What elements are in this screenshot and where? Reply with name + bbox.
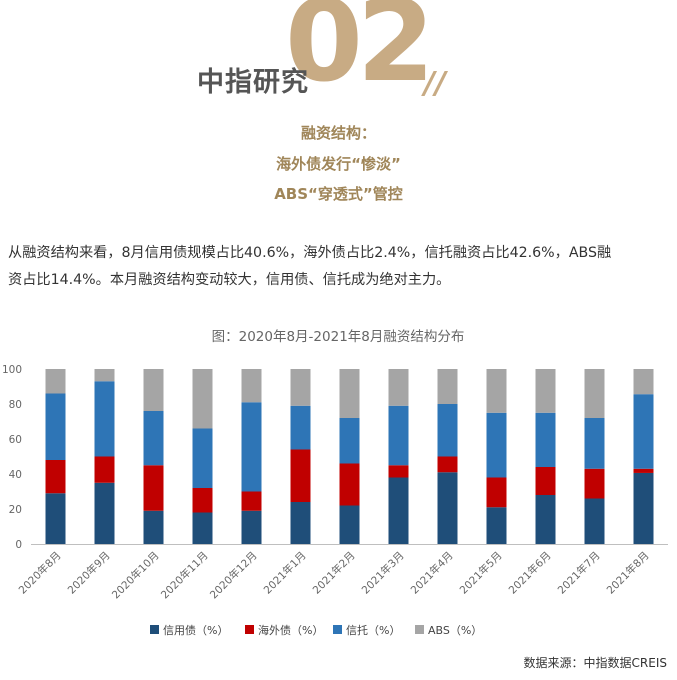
bar-segment-trust: [94, 381, 115, 457]
bar-segment-overseas-bond: [388, 465, 409, 478]
x-tick-label: 2020年10月: [109, 549, 161, 601]
x-tick-label: 2021年4月: [408, 549, 456, 597]
x-tick-label: 2021年3月: [359, 549, 407, 597]
bar-segment-abs: [192, 369, 213, 429]
bar-segment-abs: [486, 369, 507, 413]
brand-title: 中指研究: [197, 67, 309, 98]
bar-segment-trust: [388, 405, 409, 466]
bar-segment-trust: [339, 418, 360, 464]
bar-segment-overseas-bond: [45, 460, 66, 494]
bar-segment-abs: [388, 369, 409, 406]
x-tick-label: 2020年12月: [207, 549, 259, 601]
legend-label: 信托（%）: [346, 623, 400, 637]
y-tick-label: 80: [9, 399, 22, 411]
bar-segment-trust: [535, 412, 556, 467]
bar-segment-trust: [633, 394, 654, 469]
legend-swatch: [415, 625, 424, 634]
x-tick-label: 2020年8月: [16, 549, 64, 597]
bar-segment-credit-bond: [192, 512, 213, 544]
bar-segment-overseas-bond: [192, 488, 213, 513]
bar-segment-overseas-bond: [290, 449, 311, 502]
bar-segment-credit-bond: [339, 505, 360, 544]
bar-segment-credit-bond: [290, 502, 311, 544]
bar-segment-overseas-bond: [437, 456, 458, 473]
bar-segment-credit-bond: [437, 472, 458, 544]
legend-label: 海外债（%）: [258, 623, 323, 637]
bar-segment-overseas-bond: [633, 468, 654, 473]
bar-segment-credit-bond: [45, 493, 66, 544]
bar-segment-credit-bond: [94, 482, 115, 544]
legend-swatch: [333, 625, 342, 634]
summary-line-2: 资占比14.4%。本月融资结构变动较大，信用债、信托成为绝对主力。: [8, 272, 451, 288]
slash-mark-icon: //: [424, 66, 446, 101]
bar-segment-credit-bond: [584, 498, 605, 544]
bar-segment-abs: [94, 369, 115, 382]
y-tick-label: 100: [2, 364, 22, 376]
bar-segment-trust: [241, 402, 262, 492]
bar-segment-overseas-bond: [143, 465, 164, 511]
summary-paragraph: 从融资结构来看，8月信用债规模占比40.6%，海外债占比2.4%，信托融资占比4…: [8, 240, 670, 294]
x-tick-label: 2021年2月: [310, 549, 358, 597]
y-tick-label: 20: [9, 504, 22, 516]
bar-segment-trust: [486, 412, 507, 478]
legend-label: ABS（%）: [428, 624, 482, 637]
bar-segment-trust: [290, 405, 311, 450]
bar-segment-abs: [290, 369, 311, 406]
legend-label: 信用债（%）: [163, 623, 228, 637]
bar-segment-abs: [437, 369, 458, 404]
y-tick-label: 0: [15, 539, 22, 551]
data-source: 数据来源：中指数据CREIS: [523, 656, 667, 670]
x-tick-label: 2020年9月: [65, 549, 113, 597]
bar-segment-abs: [241, 369, 262, 403]
bar-segment-overseas-bond: [584, 468, 605, 499]
legend-swatch: [245, 625, 254, 634]
bar-segment-abs: [143, 369, 164, 411]
subtitle-line-1: 融资结构：: [300, 124, 376, 142]
bar-segment-trust: [45, 393, 66, 460]
bar-segment-overseas-bond: [94, 456, 115, 483]
bar-segment-abs: [45, 369, 66, 394]
chart-title: 图：2020年8月-2021年8月融资结构分布: [212, 329, 465, 345]
bar-segment-overseas-bond: [535, 467, 556, 495]
x-tick-label: 2021年1月: [261, 549, 309, 597]
y-tick-label: 40: [9, 469, 22, 481]
bar-segment-credit-bond: [143, 510, 164, 544]
bar-segment-abs: [633, 369, 654, 395]
summary-line-1: 从融资结构来看，8月信用债规模占比40.6%，海外债占比2.4%，信托融资占比4…: [8, 245, 612, 261]
bar-segment-trust: [584, 418, 605, 469]
y-tick-label: 60: [9, 434, 22, 446]
bar-segment-overseas-bond: [339, 463, 360, 506]
bar-segment-credit-bond: [388, 477, 409, 544]
bar-segment-trust: [437, 404, 458, 457]
bar-segment-abs: [584, 369, 605, 418]
bar-segment-abs: [339, 369, 360, 418]
legend-swatch: [150, 625, 159, 634]
bar-segment-credit-bond: [535, 495, 556, 544]
bar-segment-overseas-bond: [486, 477, 507, 508]
bar-segment-credit-bond: [241, 510, 262, 544]
bar-segment-abs: [535, 369, 556, 413]
bar-segment-credit-bond: [633, 472, 654, 544]
bar-segment-overseas-bond: [241, 491, 262, 511]
section-number: 02: [285, 0, 435, 107]
bar-segment-trust: [192, 428, 213, 488]
x-tick-label: 2021年6月: [506, 549, 554, 597]
subtitle-line-3: ABS“穿透式”管控: [274, 185, 403, 203]
x-tick-label: 2021年5月: [457, 549, 505, 597]
bar-segment-trust: [143, 411, 164, 466]
x-tick-label: 2020年11月: [158, 549, 210, 601]
subtitle-line-2: 海外债发行“惨淡”: [276, 155, 401, 173]
bar-segment-credit-bond: [486, 507, 507, 544]
x-tick-label: 2021年8月: [604, 549, 652, 597]
x-tick-label: 2021年7月: [555, 549, 603, 597]
